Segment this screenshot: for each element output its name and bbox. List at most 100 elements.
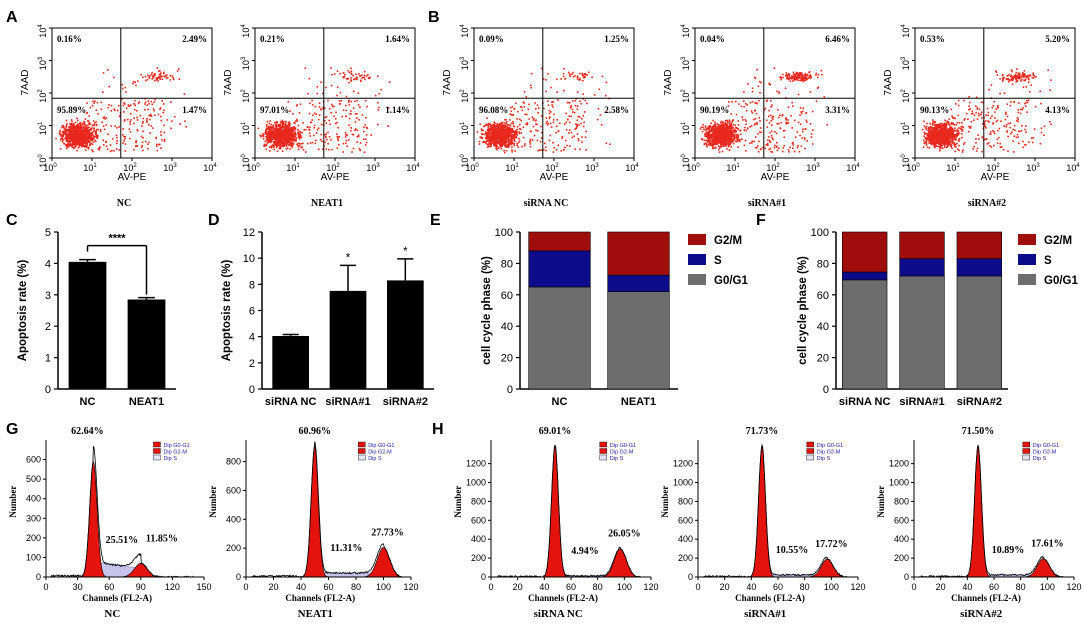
event-dot [288, 140, 291, 143]
flow-plot: 0.16% 2.49%95.89% 1.47%100 101 102 103 1041001… [20, 24, 217, 209]
event-dot [705, 135, 707, 138]
event-dot [83, 135, 85, 138]
event-dot [68, 144, 70, 146]
event-dot [816, 87, 819, 89]
event-dot [726, 129, 729, 132]
event-dot [723, 128, 725, 130]
event-dot [77, 125, 80, 127]
event-dot [501, 121, 504, 124]
event-dot [365, 141, 368, 144]
event-dot [137, 80, 139, 82]
event-dot [77, 128, 79, 131]
event-dot [79, 130, 81, 133]
tick-exponent: 2 [681, 89, 687, 93]
event-dot [550, 126, 553, 128]
event-dot [501, 129, 504, 131]
event-dot [493, 121, 495, 124]
event-dot [352, 133, 355, 136]
event-dot [71, 128, 73, 131]
event-dot [534, 120, 537, 122]
tick-exponent: 4 [635, 163, 639, 169]
event-dot [798, 74, 800, 76]
event-dot [67, 142, 69, 145]
event-dot [363, 70, 366, 73]
event-dot [798, 77, 800, 79]
event-dot [150, 125, 153, 127]
event-dot [370, 134, 372, 136]
event-dot [293, 135, 296, 138]
event-dot [350, 80, 352, 82]
event-dot [576, 108, 579, 111]
event-dot [146, 78, 149, 81]
event-dot [262, 135, 265, 137]
event-dot [291, 129, 293, 131]
event-dot [356, 78, 358, 81]
event-dot [159, 70, 161, 72]
event-dot [490, 137, 493, 140]
event-dot [110, 110, 113, 112]
event-dot [285, 141, 287, 144]
event-dot [266, 132, 268, 135]
event-dot [79, 127, 81, 130]
event-dot [489, 142, 492, 145]
event-dot [278, 131, 281, 134]
y-tick-label: 104 [38, 24, 48, 38]
event-dot [95, 124, 98, 127]
event-dot [70, 134, 73, 137]
event-dot [584, 99, 587, 102]
event-dot [718, 151, 721, 153]
event-dot [735, 135, 738, 137]
event-dot [276, 134, 278, 136]
event-dot [132, 82, 134, 85]
event-dot [293, 130, 295, 132]
event-dot [287, 121, 290, 124]
event-dot [751, 140, 754, 142]
event-dot [282, 124, 285, 126]
event-dot [352, 107, 355, 109]
event-dot [99, 129, 102, 131]
event-dot [289, 126, 292, 129]
event-dot [809, 75, 812, 77]
y-axis-label: 7AAD [442, 70, 453, 96]
event-dot [293, 132, 295, 135]
event-dot [486, 146, 489, 148]
event-dot [275, 128, 277, 130]
event-dot [726, 119, 729, 122]
event-dot [803, 79, 805, 81]
event-dot [493, 132, 496, 134]
event-dot [782, 147, 785, 149]
event-dot [754, 110, 756, 112]
event-dot [291, 138, 293, 140]
event-dot [86, 128, 89, 130]
event-dot [283, 133, 286, 136]
event-dot [535, 123, 537, 125]
event-dot [789, 146, 791, 149]
event-dot [507, 144, 509, 146]
event-dot [271, 140, 273, 143]
event-dot [486, 135, 488, 138]
event-dot [350, 72, 352, 75]
event-dot [277, 136, 280, 138]
event-dot [65, 136, 68, 138]
event-dot [148, 141, 150, 144]
flow-plot: 0.04% 6.46%90.19% 3.31%100 101 102 103 1041001… [663, 24, 860, 209]
event-dot [804, 128, 807, 130]
event-dot [574, 104, 577, 107]
event-dot [301, 132, 303, 134]
tick-exponent: 3 [595, 163, 599, 169]
panel-letter-b: B [428, 9, 440, 26]
event-dot [166, 74, 168, 76]
event-dot [498, 126, 500, 129]
event-dot [322, 107, 324, 109]
event-dot [710, 135, 713, 138]
event-dot [730, 146, 733, 148]
event-dot [798, 72, 801, 74]
event-dot [278, 134, 280, 137]
event-dot [291, 140, 294, 142]
event-dot [532, 125, 535, 128]
event-dot [540, 137, 543, 139]
event-dot [330, 138, 332, 141]
event-dot [104, 118, 106, 120]
event-dot [140, 73, 142, 76]
event-dot [801, 137, 803, 139]
